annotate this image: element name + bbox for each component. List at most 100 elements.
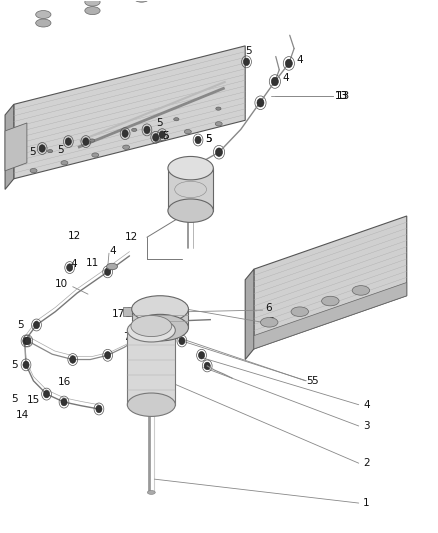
Circle shape (96, 405, 102, 413)
Text: 13: 13 (335, 91, 348, 101)
Ellipse shape (123, 145, 130, 149)
FancyBboxPatch shape (132, 309, 188, 328)
Ellipse shape (61, 161, 68, 165)
Text: 5: 5 (205, 134, 212, 144)
Ellipse shape (131, 316, 172, 336)
Text: 4: 4 (297, 55, 304, 65)
Circle shape (257, 99, 264, 107)
Text: 7: 7 (130, 332, 136, 342)
Text: 8: 8 (131, 314, 138, 325)
Ellipse shape (47, 150, 53, 153)
Ellipse shape (184, 130, 191, 134)
Polygon shape (5, 123, 27, 171)
Text: 6: 6 (267, 317, 274, 327)
Text: 5: 5 (245, 46, 252, 56)
Text: 10: 10 (55, 279, 68, 288)
Text: 11: 11 (86, 259, 99, 268)
Ellipse shape (168, 157, 213, 180)
Circle shape (105, 268, 111, 276)
Ellipse shape (35, 19, 51, 27)
Ellipse shape (134, 0, 149, 2)
Ellipse shape (30, 168, 37, 173)
Text: 12: 12 (125, 232, 138, 243)
Circle shape (195, 136, 201, 144)
Ellipse shape (132, 296, 188, 322)
Text: 1: 1 (363, 498, 370, 508)
Text: 5: 5 (57, 144, 64, 155)
Text: 5: 5 (162, 131, 169, 141)
Text: 7: 7 (123, 332, 130, 342)
Text: 15: 15 (27, 395, 40, 406)
Circle shape (23, 361, 29, 368)
Ellipse shape (148, 490, 155, 494)
Text: 5: 5 (162, 131, 169, 141)
FancyBboxPatch shape (168, 168, 213, 211)
Circle shape (135, 335, 141, 342)
Ellipse shape (132, 128, 137, 132)
Ellipse shape (85, 0, 100, 6)
Text: 5: 5 (12, 394, 18, 405)
Text: 4: 4 (109, 246, 116, 255)
Circle shape (198, 352, 205, 359)
Ellipse shape (215, 122, 222, 126)
Text: 13: 13 (335, 91, 348, 101)
FancyBboxPatch shape (127, 330, 175, 405)
Text: 5: 5 (29, 147, 36, 157)
Ellipse shape (174, 118, 179, 121)
Circle shape (159, 131, 165, 139)
Polygon shape (5, 104, 14, 189)
Circle shape (215, 148, 223, 157)
Circle shape (70, 356, 76, 364)
Text: 3: 3 (363, 421, 370, 431)
Text: 5: 5 (306, 376, 313, 386)
Text: 4: 4 (283, 73, 289, 83)
Ellipse shape (132, 314, 188, 341)
Text: 6: 6 (265, 303, 272, 313)
Circle shape (144, 126, 150, 134)
Text: 12: 12 (68, 231, 81, 241)
Ellipse shape (152, 320, 164, 328)
Text: 9: 9 (145, 298, 151, 309)
Circle shape (39, 145, 45, 152)
Ellipse shape (153, 138, 160, 142)
Text: 13: 13 (337, 91, 350, 101)
Circle shape (65, 138, 71, 146)
Circle shape (286, 59, 292, 68)
Circle shape (83, 138, 89, 146)
Circle shape (67, 264, 73, 271)
Ellipse shape (261, 318, 278, 327)
Polygon shape (254, 282, 407, 349)
Ellipse shape (127, 393, 175, 416)
Text: 8: 8 (138, 314, 145, 325)
Circle shape (61, 398, 67, 406)
Circle shape (244, 58, 250, 66)
Circle shape (43, 390, 49, 398)
Circle shape (105, 352, 111, 359)
Text: 5: 5 (205, 134, 212, 144)
Circle shape (25, 337, 31, 345)
Ellipse shape (321, 296, 339, 306)
Ellipse shape (127, 319, 175, 342)
Ellipse shape (352, 286, 370, 295)
Text: 5: 5 (155, 118, 162, 128)
Text: 9: 9 (151, 298, 158, 309)
Text: 17: 17 (125, 309, 138, 319)
Polygon shape (245, 269, 254, 360)
Text: 5: 5 (311, 376, 317, 386)
Ellipse shape (291, 307, 308, 317)
Text: 16: 16 (57, 377, 71, 387)
Text: 14: 14 (16, 410, 29, 421)
Text: 4: 4 (363, 400, 370, 410)
FancyBboxPatch shape (123, 308, 134, 316)
Polygon shape (254, 216, 407, 349)
Circle shape (33, 321, 39, 329)
Text: 4: 4 (71, 259, 77, 269)
Text: 2: 2 (363, 458, 370, 468)
Text: 17: 17 (112, 309, 125, 319)
Circle shape (122, 130, 128, 138)
Text: 5: 5 (17, 320, 24, 330)
Ellipse shape (89, 139, 95, 142)
Circle shape (204, 362, 210, 369)
Circle shape (23, 337, 29, 345)
Circle shape (272, 77, 279, 86)
